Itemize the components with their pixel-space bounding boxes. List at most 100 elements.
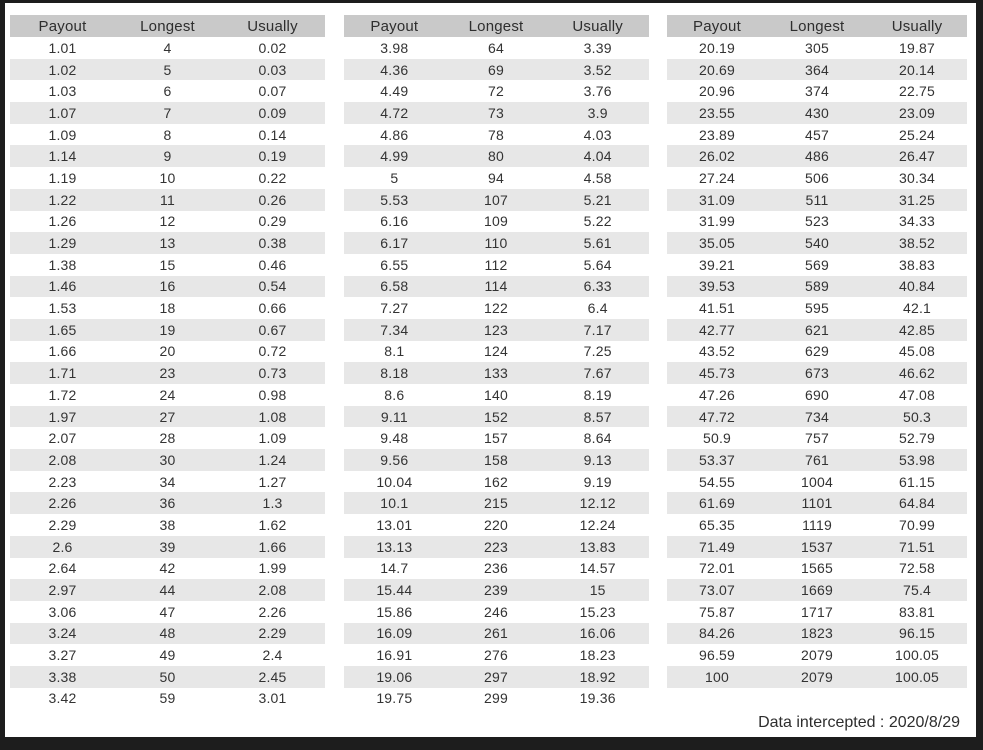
table-cell: 1.65 <box>48 321 77 338</box>
table-cell: 690 <box>805 386 829 403</box>
table-cell: 6.58 <box>380 278 409 295</box>
table-cell: 2.45 <box>258 668 287 685</box>
table-cell: 1.66 <box>258 538 287 555</box>
table-cell: 64.84 <box>898 495 936 512</box>
table-cell: 30.34 <box>898 169 936 186</box>
table-cell: 8 <box>163 126 172 143</box>
table-row: 65.35 1119 70.99 <box>667 514 967 536</box>
table-row: 2.97 44 2.08 <box>10 579 325 601</box>
table-cell: 9 <box>163 148 172 165</box>
table-cell: 80 <box>488 148 504 165</box>
table-cell: 1.09 <box>48 126 77 143</box>
table-cell: 72.58 <box>898 560 936 577</box>
table-cell: 8.19 <box>583 386 612 403</box>
table-row: 3.24 48 2.29 <box>10 622 325 645</box>
table-cell: 4.36 <box>380 61 409 78</box>
table-cell: 54.55 <box>698 473 736 490</box>
table-cell: 42.1 <box>902 300 932 317</box>
table-cell: 124 <box>484 343 508 360</box>
table-cell: 0.66 <box>258 300 287 317</box>
table-cell: 100.05 <box>894 668 940 685</box>
table-cell: 96.59 <box>698 647 736 664</box>
table-cell: 8.64 <box>583 430 612 447</box>
table-cell: 0.54 <box>258 278 287 295</box>
table-cell: 1101 <box>801 495 833 512</box>
table-row: 9.48 157 8.64 <box>344 427 649 449</box>
table-row: 3.98 64 3.39 <box>344 37 649 59</box>
table-cell: 8.57 <box>583 408 612 425</box>
table-cell: 10.04 <box>376 473 413 490</box>
table-cell: 19.06 <box>376 668 413 685</box>
table-row: 1.07 7 0.09 <box>10 102 325 124</box>
table-cell: 13.83 <box>579 538 616 555</box>
table-cell: 27 <box>159 408 176 425</box>
table-cell: 65.35 <box>698 516 736 533</box>
table-row: 1.01 4 0.02 <box>10 37 325 59</box>
table-cell: 0.26 <box>258 191 287 208</box>
table-row: 61.69 1101 64.84 <box>667 492 967 515</box>
table-cell: 38.52 <box>898 235 936 252</box>
table-cell: 0.98 <box>258 386 287 403</box>
table-cell: 1004 <box>801 473 833 490</box>
table-cell: 26.47 <box>898 148 936 165</box>
table-cell: 523 <box>805 213 829 230</box>
table-cell: 3.42 <box>48 690 77 707</box>
table-row: 10.04 162 9.19 <box>344 471 649 493</box>
table-cell: 0.46 <box>258 256 287 273</box>
table-row: 42.77 621 42.85 <box>667 318 967 341</box>
table-cell: 13.01 <box>376 516 413 533</box>
table-cell: 1.08 <box>258 408 287 425</box>
table-cell: 48 <box>159 625 176 642</box>
table-cell: 83.81 <box>898 603 936 620</box>
table-row: 4.36 69 3.52 <box>343 58 649 81</box>
table-row: 43.52 629 45.08 <box>667 341 967 363</box>
table-cell: 78 <box>488 126 504 143</box>
table-cell: 27.24 <box>698 169 736 186</box>
table-cell: 9.19 <box>583 473 612 490</box>
table-row: 4.99 80 4.04 <box>343 145 649 168</box>
table-cell: 34.33 <box>898 213 936 230</box>
table-cell: 38.83 <box>898 256 936 273</box>
table-row: 19.75 299 19.36 <box>344 688 649 710</box>
table-cell: 31.09 <box>698 191 736 208</box>
table-cell: 12.24 <box>579 516 616 533</box>
table-cell: 14.7 <box>380 560 409 577</box>
table-cell: 0.22 <box>258 169 287 186</box>
table-cell: 34 <box>159 473 176 490</box>
table-cell: 23.09 <box>898 104 936 121</box>
table-cell: 6.55 <box>380 256 409 273</box>
table-row: 15.86 246 15.23 <box>344 601 649 623</box>
table-row: 1.71 23 0.73 <box>10 362 325 384</box>
table-cell: 47.26 <box>698 386 736 403</box>
table-cell: 50.9 <box>702 430 732 447</box>
table-row: 41.51 595 42.1 <box>667 297 967 319</box>
table-cell: 100 <box>705 668 729 685</box>
table-cell: 220 <box>484 516 508 533</box>
table-cell: 26.02 <box>698 148 736 165</box>
table-cell: 100.05 <box>894 647 940 664</box>
table-cell: 3.38 <box>48 668 77 685</box>
table-cell: 39.53 <box>698 278 736 295</box>
table-cell: 110 <box>484 235 508 252</box>
table-cell: 364 <box>805 61 829 78</box>
table-cell: 276 <box>484 647 508 664</box>
table-cell: 734 <box>805 408 829 425</box>
table-cell: 1.72 <box>48 386 77 403</box>
table-cell: 1.27 <box>258 473 287 490</box>
table-row: 3.27 49 2.4 <box>10 644 325 666</box>
table-cell: 2.26 <box>258 603 287 620</box>
table-cell: 30 <box>159 451 176 468</box>
table-cell: 18.23 <box>579 647 616 664</box>
table-cell: 84.26 <box>698 625 736 642</box>
table-row: 26.02 486 26.47 <box>667 145 967 168</box>
table-row: 8.6 140 8.19 <box>344 384 649 406</box>
table-cell: 162 <box>484 473 508 490</box>
table-cell: 18 <box>159 300 176 317</box>
table-cell: 3.01 <box>258 690 287 707</box>
table-cell: 109 <box>484 213 508 230</box>
table-row: 23.55 430 23.09 <box>667 102 967 124</box>
table-cell: 6.33 <box>583 278 612 295</box>
table-cell: 0.73 <box>258 365 287 382</box>
table-cell: 19.36 <box>579 690 616 707</box>
table-cell: 1.66 <box>48 343 77 360</box>
